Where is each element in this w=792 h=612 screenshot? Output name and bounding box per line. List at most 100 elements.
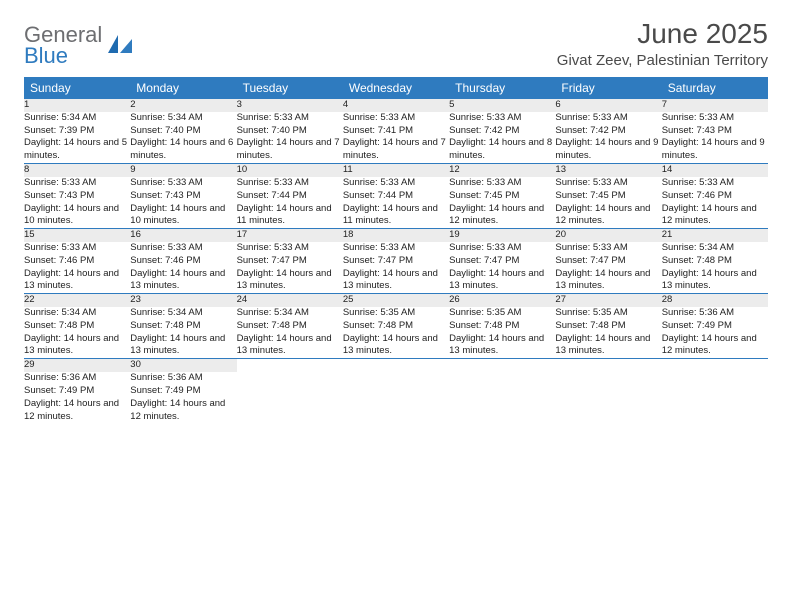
day-number: 3 — [237, 99, 343, 112]
sunset-line: Sunset: 7:48 PM — [343, 320, 449, 333]
daylight-line: Daylight: 14 hours and 8 minutes. — [449, 137, 555, 163]
sunrise-line: Sunrise: 5:33 AM — [555, 177, 661, 190]
day-content-row: Sunrise: 5:36 AMSunset: 7:49 PMDaylight:… — [24, 372, 768, 423]
sunrise-line: Sunrise: 5:33 AM — [237, 242, 343, 255]
sunrise-line: Sunrise: 5:34 AM — [24, 112, 130, 125]
day-number — [662, 359, 768, 372]
sunrise-line: Sunrise: 5:33 AM — [130, 177, 236, 190]
sunset-line: Sunset: 7:48 PM — [449, 320, 555, 333]
calendar-body: 1234567Sunrise: 5:34 AMSunset: 7:39 PMDa… — [24, 99, 768, 423]
daylight-line: Daylight: 14 hours and 11 minutes. — [237, 203, 343, 229]
sunrise-line: Sunrise: 5:33 AM — [343, 242, 449, 255]
sunset-line: Sunset: 7:42 PM — [555, 125, 661, 138]
daylight-line: Daylight: 14 hours and 12 minutes. — [130, 398, 236, 424]
sunrise-line: Sunrise: 5:35 AM — [555, 307, 661, 320]
daylight-line: Daylight: 14 hours and 10 minutes. — [24, 203, 130, 229]
daylight-line: Daylight: 14 hours and 13 minutes. — [555, 268, 661, 294]
sunset-line: Sunset: 7:47 PM — [237, 255, 343, 268]
sunset-line: Sunset: 7:49 PM — [130, 385, 236, 398]
day-number: 8 — [24, 164, 130, 177]
sunrise-line: Sunrise: 5:35 AM — [449, 307, 555, 320]
daylight-line: Daylight: 14 hours and 9 minutes. — [662, 137, 768, 163]
day-cell: Sunrise: 5:33 AMSunset: 7:44 PMDaylight:… — [343, 177, 449, 229]
day-number: 5 — [449, 99, 555, 112]
day-number: 26 — [449, 294, 555, 307]
day-cell: Sunrise: 5:33 AMSunset: 7:44 PMDaylight:… — [237, 177, 343, 229]
weekday-header-row: Sunday Monday Tuesday Wednesday Thursday… — [24, 77, 768, 99]
day-content-row: Sunrise: 5:33 AMSunset: 7:46 PMDaylight:… — [24, 242, 768, 294]
daylight-line: Daylight: 14 hours and 11 minutes. — [343, 203, 449, 229]
day-number — [343, 359, 449, 372]
day-number-row: 2930 — [24, 359, 768, 372]
day-cell: Sunrise: 5:33 AMSunset: 7:41 PMDaylight:… — [343, 112, 449, 164]
day-cell — [237, 372, 343, 423]
sunset-line: Sunset: 7:46 PM — [24, 255, 130, 268]
day-cell: Sunrise: 5:33 AMSunset: 7:40 PMDaylight:… — [237, 112, 343, 164]
sunrise-line: Sunrise: 5:34 AM — [130, 307, 236, 320]
day-cell: Sunrise: 5:33 AMSunset: 7:46 PMDaylight:… — [662, 177, 768, 229]
sunset-line: Sunset: 7:42 PM — [449, 125, 555, 138]
sunrise-line: Sunrise: 5:36 AM — [130, 372, 236, 385]
day-number: 13 — [555, 164, 661, 177]
day-number: 27 — [555, 294, 661, 307]
day-cell: Sunrise: 5:34 AMSunset: 7:48 PMDaylight:… — [237, 307, 343, 359]
daylight-line: Daylight: 14 hours and 13 minutes. — [449, 268, 555, 294]
day-cell: Sunrise: 5:33 AMSunset: 7:47 PMDaylight:… — [343, 242, 449, 294]
day-number-row: 15161718192021 — [24, 229, 768, 242]
day-cell: Sunrise: 5:36 AMSunset: 7:49 PMDaylight:… — [662, 307, 768, 359]
sail-icon — [108, 33, 134, 60]
day-cell: Sunrise: 5:33 AMSunset: 7:43 PMDaylight:… — [130, 177, 236, 229]
sunset-line: Sunset: 7:44 PM — [343, 190, 449, 203]
sunrise-line: Sunrise: 5:36 AM — [662, 307, 768, 320]
sunrise-line: Sunrise: 5:33 AM — [130, 242, 236, 255]
weekday-header: Friday — [555, 77, 661, 99]
day-cell: Sunrise: 5:34 AMSunset: 7:39 PMDaylight:… — [24, 112, 130, 164]
day-number: 7 — [662, 99, 768, 112]
sunset-line: Sunset: 7:45 PM — [449, 190, 555, 203]
day-number: 23 — [130, 294, 236, 307]
sunrise-line: Sunrise: 5:33 AM — [662, 112, 768, 125]
sunrise-line: Sunrise: 5:34 AM — [237, 307, 343, 320]
day-cell: Sunrise: 5:33 AMSunset: 7:45 PMDaylight:… — [449, 177, 555, 229]
sunset-line: Sunset: 7:46 PM — [130, 255, 236, 268]
sunrise-line: Sunrise: 5:33 AM — [237, 112, 343, 125]
daylight-line: Daylight: 14 hours and 13 minutes. — [24, 333, 130, 359]
sunrise-line: Sunrise: 5:33 AM — [343, 112, 449, 125]
day-cell: Sunrise: 5:34 AMSunset: 7:48 PMDaylight:… — [130, 307, 236, 359]
day-number: 20 — [555, 229, 661, 242]
day-cell: Sunrise: 5:33 AMSunset: 7:42 PMDaylight:… — [449, 112, 555, 164]
day-number: 1 — [24, 99, 130, 112]
day-cell: Sunrise: 5:33 AMSunset: 7:46 PMDaylight:… — [130, 242, 236, 294]
sunrise-line: Sunrise: 5:33 AM — [24, 242, 130, 255]
day-number: 24 — [237, 294, 343, 307]
daylight-line: Daylight: 14 hours and 10 minutes. — [130, 203, 236, 229]
day-number: 6 — [555, 99, 661, 112]
day-cell: Sunrise: 5:33 AMSunset: 7:47 PMDaylight:… — [449, 242, 555, 294]
weekday-header: Thursday — [449, 77, 555, 99]
calendar-table: Sunday Monday Tuesday Wednesday Thursday… — [24, 77, 768, 423]
brand-part2: Blue — [24, 45, 102, 67]
day-number: 21 — [662, 229, 768, 242]
sunset-line: Sunset: 7:48 PM — [130, 320, 236, 333]
weekday-header: Wednesday — [343, 77, 449, 99]
day-number-row: 22232425262728 — [24, 294, 768, 307]
sunset-line: Sunset: 7:48 PM — [555, 320, 661, 333]
daylight-line: Daylight: 14 hours and 12 minutes. — [24, 398, 130, 424]
brand-text: General Blue — [24, 24, 102, 67]
sunset-line: Sunset: 7:43 PM — [24, 190, 130, 203]
day-cell: Sunrise: 5:33 AMSunset: 7:43 PMDaylight:… — [662, 112, 768, 164]
sunset-line: Sunset: 7:44 PM — [237, 190, 343, 203]
day-cell: Sunrise: 5:35 AMSunset: 7:48 PMDaylight:… — [555, 307, 661, 359]
sunrise-line: Sunrise: 5:33 AM — [662, 177, 768, 190]
daylight-line: Daylight: 14 hours and 13 minutes. — [449, 333, 555, 359]
header: General Blue June 2025 Givat Zeev, Pales… — [24, 18, 768, 69]
daylight-line: Daylight: 14 hours and 12 minutes. — [662, 333, 768, 359]
day-number: 25 — [343, 294, 449, 307]
day-number: 17 — [237, 229, 343, 242]
sunset-line: Sunset: 7:43 PM — [130, 190, 236, 203]
day-cell — [662, 372, 768, 423]
sunrise-line: Sunrise: 5:34 AM — [24, 307, 130, 320]
sunrise-line: Sunrise: 5:36 AM — [24, 372, 130, 385]
daylight-line: Daylight: 14 hours and 13 minutes. — [130, 268, 236, 294]
day-cell: Sunrise: 5:36 AMSunset: 7:49 PMDaylight:… — [24, 372, 130, 423]
